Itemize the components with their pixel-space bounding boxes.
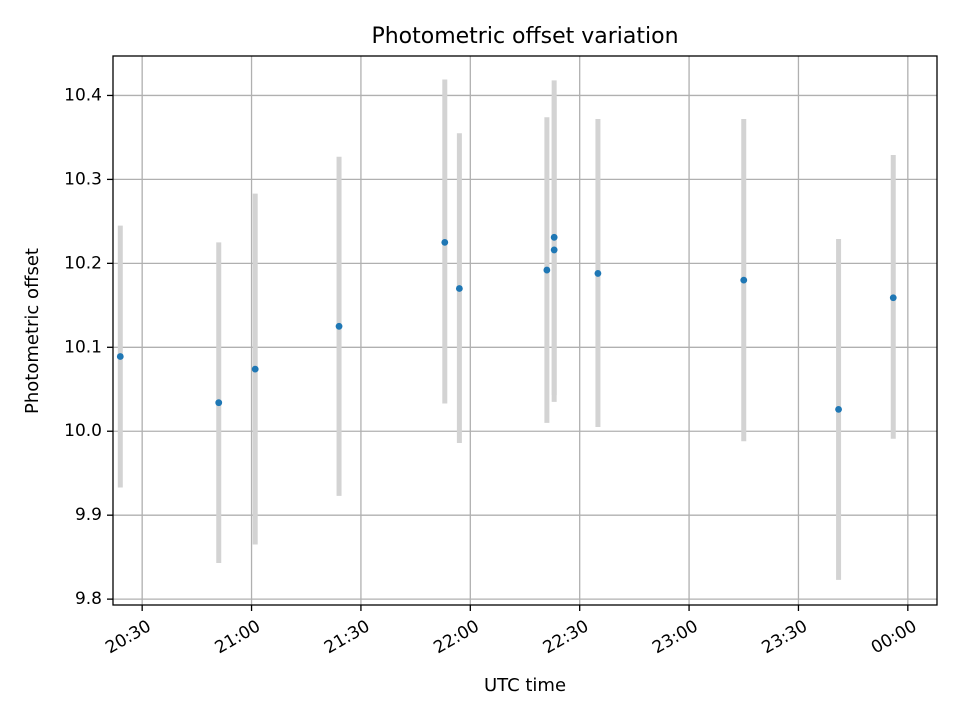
- data-point: [550, 233, 558, 241]
- data-point: [550, 246, 558, 254]
- grid: [113, 56, 937, 605]
- y-tick-label: 9.8: [75, 589, 102, 609]
- data-point: [594, 270, 602, 277]
- y-tick-label: 10.2: [64, 253, 102, 273]
- data-point: [889, 294, 897, 302]
- y-tick-label: 10.3: [64, 169, 102, 189]
- y-tick-label: 10.4: [64, 85, 102, 105]
- data-points: [116, 233, 897, 413]
- plot-area-frame: [112, 55, 938, 606]
- y-tick-label: 9.9: [75, 505, 102, 525]
- data-point: [215, 399, 223, 407]
- data-point: [335, 322, 343, 330]
- data-point: [740, 276, 748, 284]
- data-point: [251, 365, 259, 373]
- data-point: [116, 353, 124, 360]
- x-axis-label: UTC time: [484, 675, 566, 696]
- data-point: [455, 285, 463, 292]
- data-point: [543, 266, 551, 274]
- y-axis-label: Photometric offset: [22, 248, 43, 414]
- y-tick-label: 10.0: [64, 421, 102, 441]
- chart-title: Photometric offset variation: [371, 24, 678, 49]
- y-tick-label: 10.1: [64, 337, 102, 357]
- data-point: [835, 406, 842, 413]
- data-point: [441, 238, 449, 246]
